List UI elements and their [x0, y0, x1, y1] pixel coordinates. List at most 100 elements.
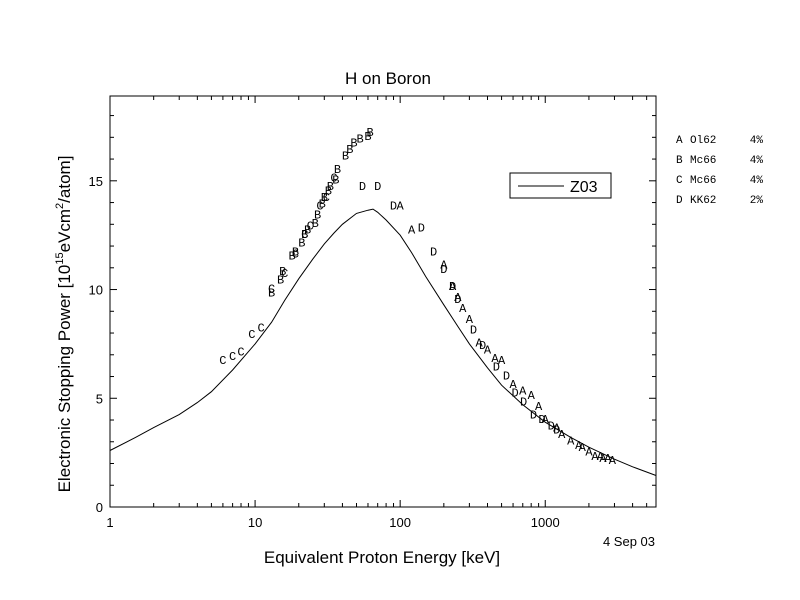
side-legend-ref: Mc66	[690, 175, 716, 187]
data-point-a: A	[599, 452, 607, 466]
data-point-a: A	[591, 450, 599, 464]
x-axis-label: Equivalent Proton Energy [keV]	[264, 548, 500, 567]
data-point-a: A	[553, 422, 561, 436]
date-stamp: 4 Sep 03	[603, 534, 655, 549]
y-label-superscript: 2	[54, 203, 66, 209]
data-point-b: B	[277, 274, 284, 288]
side-legend-letter: D	[676, 195, 683, 207]
side-legend-ref: Mc66	[690, 155, 716, 167]
data-point-b: B	[327, 180, 334, 194]
data-point-b: B	[279, 265, 286, 279]
data-point-a: A	[498, 354, 506, 368]
data-point-c: C	[330, 171, 337, 185]
data-point-a: A	[535, 400, 543, 414]
data-point-d: D	[390, 200, 397, 214]
data-point-a: A	[466, 313, 474, 327]
chart-title: H on Boron	[345, 69, 431, 88]
data-point-b: B	[321, 191, 328, 205]
data-point-d: D	[553, 424, 560, 438]
data-point-c: C	[281, 267, 288, 281]
side-legend-ref: Ol62	[690, 135, 716, 147]
data-point-b: B	[298, 237, 305, 251]
data-point-c: C	[307, 219, 314, 233]
data-point-a: A	[459, 302, 467, 316]
data-point-a: A	[519, 385, 527, 399]
data-point-a: A	[475, 337, 483, 351]
data-point-c: C	[323, 191, 330, 205]
side-legend-letter: C	[676, 175, 683, 187]
data-point-a: A	[567, 435, 575, 449]
data-point-d: D	[359, 180, 366, 194]
data-point-a: A	[609, 454, 617, 468]
data-point-a: A	[528, 389, 536, 403]
y-label-part: eVcm	[55, 209, 74, 252]
data-point-a: A	[575, 439, 583, 453]
data-point-a: A	[585, 445, 593, 459]
data-point-d: D	[493, 361, 500, 375]
data-point-b: B	[319, 198, 326, 212]
side-legend-letter: A	[676, 135, 683, 147]
y-axis-label: Electronic Stopping Power [1015eVcm2/ato…	[54, 156, 74, 493]
data-point-c: C	[229, 350, 236, 364]
y-tick-label: 5	[96, 391, 103, 406]
data-point-b: B	[334, 163, 341, 177]
data-point-d: D	[470, 324, 477, 338]
side-legend-error: 4%	[750, 175, 764, 187]
data-point-b: B	[292, 245, 299, 259]
data-point-c: C	[219, 354, 226, 368]
data-point-b: B	[325, 185, 332, 199]
y-label-superscript: 15	[54, 252, 66, 264]
legend-box: Z03	[509, 172, 612, 199]
data-point-b: B	[301, 228, 308, 242]
side-legend: A Ol62 4% B Mc66 4% C Mc66 4% D KK62 2%	[676, 135, 763, 207]
data-point-c: C	[301, 228, 308, 242]
data-point-d: D	[418, 221, 425, 235]
x-axis-label-group: Equivalent Proton Energy [keV]	[264, 548, 500, 567]
x-tick-label: 10	[248, 515, 262, 530]
data-point-d: D	[440, 263, 447, 277]
data-point-c: C	[257, 322, 264, 336]
data-point-a: A	[509, 378, 517, 392]
data-point-d: D	[449, 280, 456, 294]
data-point-b: B	[364, 130, 371, 144]
x-tick-label: 100	[389, 515, 411, 530]
x-tick-label: 1000	[531, 515, 560, 530]
x-tick-label: 1	[106, 515, 113, 530]
y-label-part: Electronic Stopping Power [10	[55, 265, 74, 493]
data-point-d: D	[520, 395, 527, 409]
data-point-a: A	[597, 450, 605, 464]
data-point-a: A	[454, 291, 462, 305]
data-point-a: A	[491, 352, 499, 366]
side-legend-error: 4%	[750, 135, 764, 147]
data-point-d: D	[538, 413, 545, 427]
legend-label-z03: Z03	[570, 179, 598, 196]
data-point-d: D	[430, 245, 437, 259]
data-point-d: D	[512, 387, 519, 401]
data-point-a: A	[397, 200, 405, 214]
y-axis-label-group: Electronic Stopping Power [1015eVcm2/ato…	[54, 156, 74, 493]
data-point-c: C	[292, 248, 299, 262]
side-legend-letter: B	[676, 155, 683, 167]
data-point-a: A	[408, 224, 416, 238]
data-point-c: C	[237, 345, 244, 359]
data-point-d: D	[374, 180, 381, 194]
data-point-c: C	[248, 328, 255, 342]
data-point-b: B	[332, 174, 339, 188]
y-tick-label: 0	[96, 500, 103, 515]
data-point-d: D	[530, 408, 537, 422]
data-point-a: A	[558, 428, 566, 442]
data-point-b: B	[346, 143, 353, 157]
data-point-b: B	[289, 250, 296, 264]
data-point-d: D	[548, 419, 555, 433]
side-legend-error: 2%	[750, 195, 764, 207]
data-point-d: D	[454, 293, 461, 307]
data-point-d: D	[479, 339, 486, 353]
data-point-c: C	[316, 200, 323, 214]
data-point-a: A	[449, 280, 457, 294]
side-legend-error: 4%	[750, 155, 764, 167]
data-point-b: B	[268, 287, 275, 301]
y-label-part: /atom]	[55, 156, 74, 203]
data-point-b: B	[357, 132, 364, 146]
data-point-d: D	[503, 369, 510, 383]
